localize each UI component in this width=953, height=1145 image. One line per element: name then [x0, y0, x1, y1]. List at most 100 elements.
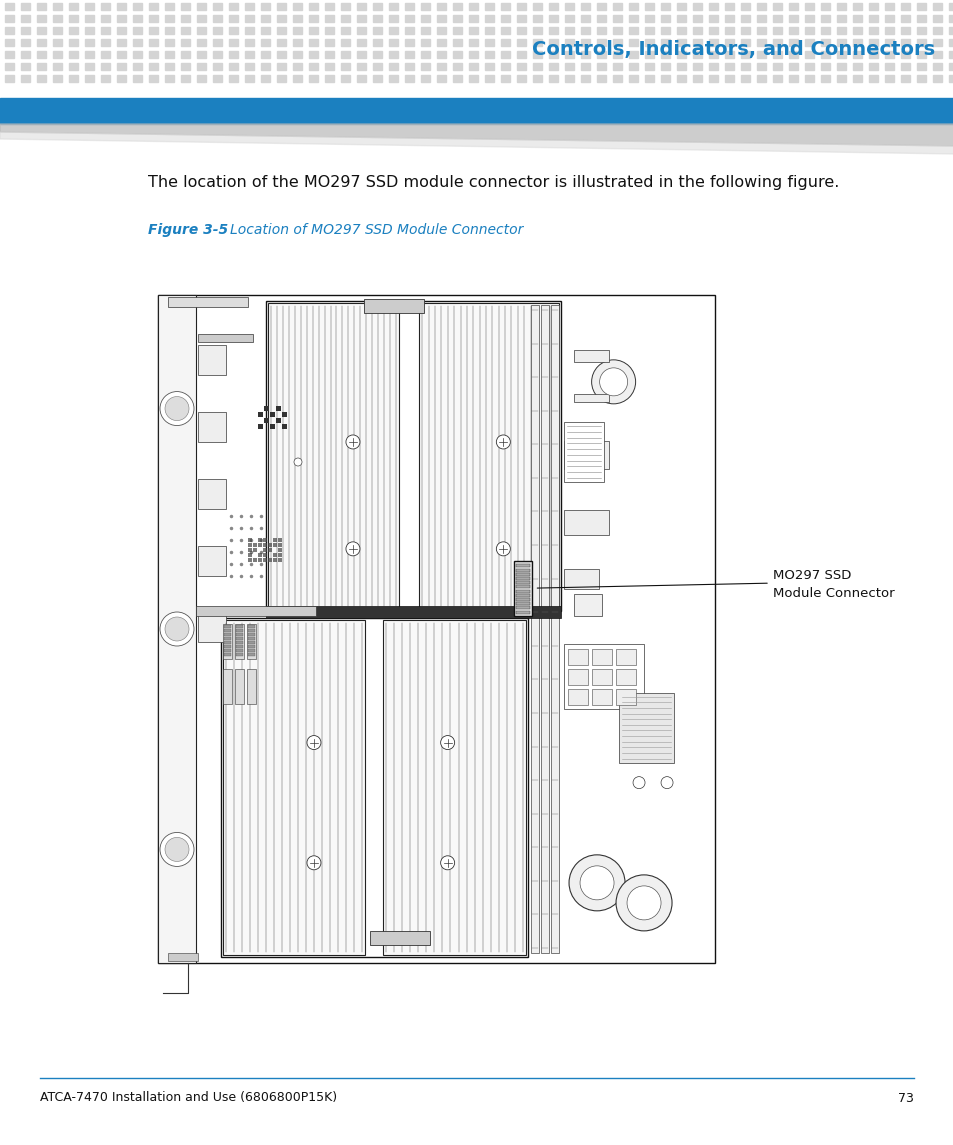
- Bar: [235, 641, 243, 643]
- Bar: [158, 295, 195, 963]
- Bar: [500, 27, 510, 34]
- Bar: [563, 569, 598, 589]
- Bar: [453, 15, 461, 22]
- Circle shape: [496, 542, 510, 555]
- Bar: [293, 27, 302, 34]
- Bar: [592, 669, 612, 685]
- Bar: [235, 629, 243, 632]
- Bar: [852, 76, 862, 82]
- Bar: [5, 39, 14, 46]
- Bar: [293, 76, 302, 82]
- Bar: [948, 52, 953, 58]
- Bar: [132, 3, 142, 10]
- Bar: [677, 52, 685, 58]
- Bar: [198, 333, 253, 341]
- Bar: [195, 607, 315, 616]
- Bar: [248, 548, 252, 552]
- Bar: [436, 52, 446, 58]
- Bar: [196, 76, 206, 82]
- Bar: [117, 15, 126, 22]
- Bar: [229, 3, 237, 10]
- Bar: [772, 63, 781, 70]
- Bar: [85, 15, 94, 22]
- Bar: [253, 559, 256, 562]
- Bar: [436, 27, 446, 34]
- Bar: [275, 405, 281, 411]
- Bar: [740, 27, 749, 34]
- Bar: [198, 545, 226, 576]
- Bar: [453, 3, 461, 10]
- Bar: [198, 479, 226, 508]
- Bar: [852, 52, 862, 58]
- Bar: [628, 52, 638, 58]
- Bar: [692, 52, 701, 58]
- Bar: [567, 689, 587, 705]
- Bar: [500, 63, 510, 70]
- Bar: [574, 350, 608, 362]
- Bar: [248, 553, 252, 558]
- Bar: [248, 645, 254, 648]
- Bar: [821, 52, 829, 58]
- Bar: [708, 39, 718, 46]
- Bar: [772, 76, 781, 82]
- Bar: [21, 63, 30, 70]
- Bar: [158, 295, 714, 963]
- Text: Module Connector: Module Connector: [772, 586, 894, 600]
- Circle shape: [160, 611, 193, 646]
- Bar: [149, 3, 158, 10]
- Bar: [132, 39, 142, 46]
- Bar: [309, 76, 317, 82]
- Bar: [389, 39, 397, 46]
- Bar: [213, 63, 222, 70]
- Bar: [53, 76, 62, 82]
- Bar: [340, 3, 350, 10]
- Bar: [101, 3, 110, 10]
- Bar: [293, 39, 302, 46]
- Bar: [132, 52, 142, 58]
- Bar: [261, 63, 270, 70]
- Bar: [868, 52, 877, 58]
- Bar: [916, 15, 925, 22]
- Bar: [389, 76, 397, 82]
- Circle shape: [160, 392, 193, 426]
- Bar: [517, 27, 525, 34]
- Bar: [900, 63, 909, 70]
- Bar: [613, 52, 621, 58]
- Bar: [836, 76, 845, 82]
- Bar: [628, 15, 638, 22]
- Bar: [293, 15, 302, 22]
- Bar: [181, 27, 190, 34]
- Bar: [268, 559, 272, 562]
- Bar: [221, 618, 527, 957]
- Bar: [644, 27, 654, 34]
- Bar: [788, 52, 797, 58]
- Bar: [235, 637, 243, 640]
- Bar: [484, 76, 494, 82]
- Bar: [37, 39, 46, 46]
- Bar: [69, 76, 78, 82]
- Bar: [275, 418, 281, 423]
- Bar: [644, 63, 654, 70]
- Bar: [229, 15, 237, 22]
- Bar: [597, 76, 605, 82]
- Bar: [916, 3, 925, 10]
- Bar: [916, 39, 925, 46]
- Bar: [618, 693, 674, 763]
- Bar: [948, 3, 953, 10]
- Bar: [21, 39, 30, 46]
- Bar: [257, 559, 262, 562]
- Bar: [563, 645, 643, 709]
- Bar: [852, 27, 862, 34]
- Bar: [616, 669, 636, 685]
- Bar: [484, 63, 494, 70]
- Bar: [69, 27, 78, 34]
- Circle shape: [660, 776, 672, 789]
- Bar: [420, 63, 430, 70]
- Bar: [757, 3, 765, 10]
- Bar: [453, 63, 461, 70]
- Bar: [196, 52, 206, 58]
- Bar: [5, 63, 14, 70]
- Bar: [948, 27, 953, 34]
- Bar: [868, 63, 877, 70]
- Text: The location of the MO297 SSD module connector is illustrated in the following f: The location of the MO297 SSD module con…: [148, 174, 839, 190]
